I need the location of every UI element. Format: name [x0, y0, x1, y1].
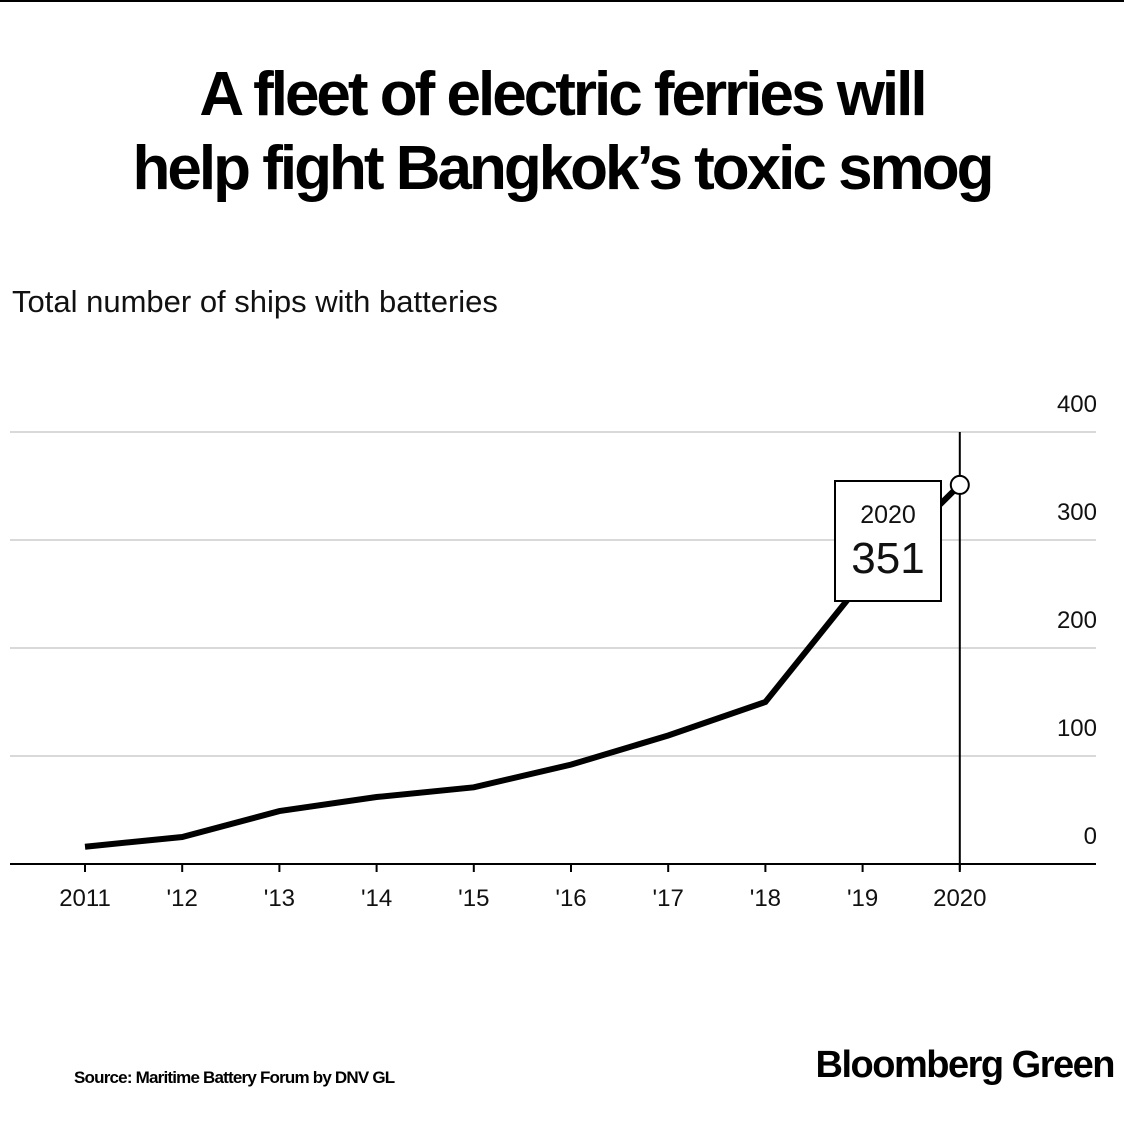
x-tick-label: '18: [750, 885, 781, 912]
headline-line-2: help fight Bangkok’s toxic smog: [132, 134, 995, 203]
y-tick-label: 100: [1057, 715, 1097, 742]
annotation-box: [834, 480, 942, 602]
y-tick-label: 400: [1057, 391, 1097, 418]
endpoint-marker: [949, 474, 970, 495]
source-note: Source: Maritime Battery Forum by DNV GL: [74, 1068, 395, 1087]
y-tick-label: 200: [1057, 607, 1097, 634]
x-tick-label: '15: [458, 885, 489, 912]
x-tick-label: '16: [555, 885, 586, 912]
x-tick-label: '12: [167, 885, 198, 912]
x-tick-label: '19: [847, 885, 878, 912]
chart-subtitle: Total number of ships with batteries: [12, 284, 498, 319]
headline-line-1: A fleet of electric ferries will: [199, 60, 927, 129]
y-tick-label: 0: [1084, 823, 1097, 850]
x-tick-label: '13: [264, 885, 295, 912]
brand-logo: Bloomberg Green: [815, 1044, 1116, 1086]
y-tick-label: 300: [1057, 499, 1097, 526]
series-line: [84, 482, 962, 850]
x-tick-label: 2011: [59, 885, 111, 912]
x-tick-label: 2020: [933, 885, 986, 912]
annotation-year: 2020: [860, 501, 916, 529]
x-tick-label: '17: [653, 885, 684, 912]
line-chart: 0 100 200 300 400 2011 '12 '13 '14 '15 '16 '17 '18 '1…: [10, 391, 1097, 912]
headline: A fleet of electric ferries will help fi…: [0, 58, 1124, 206]
annotation-value: 351: [851, 534, 924, 583]
top-rule: [0, 0, 1124, 2]
x-tick-label: '14: [361, 885, 392, 912]
